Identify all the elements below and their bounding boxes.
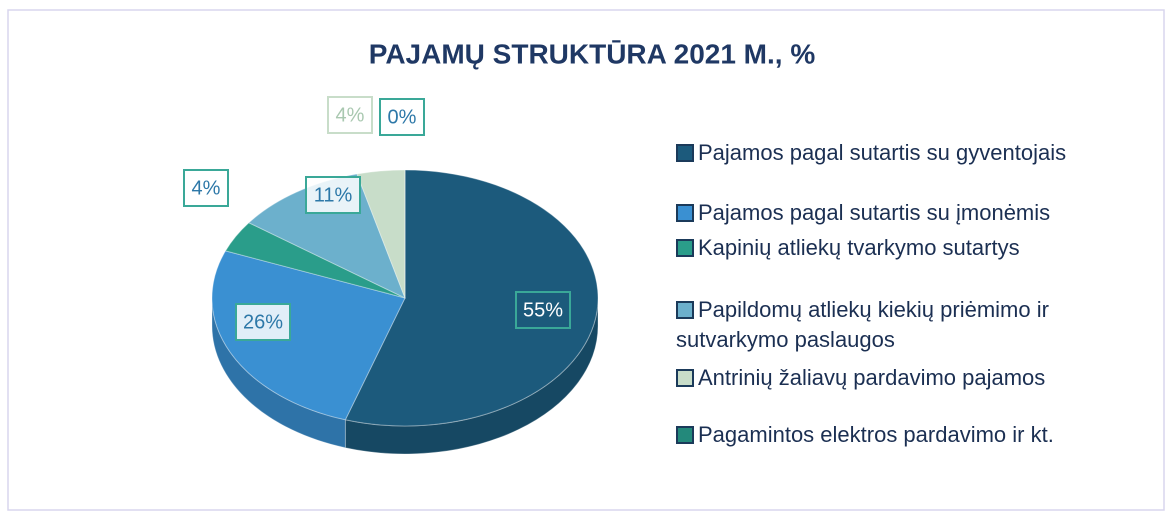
label-box	[305, 176, 361, 214]
label-box	[183, 169, 229, 207]
legend-label: Kapinių atliekų tvarkymo sutartys	[698, 235, 1020, 260]
slice	[247, 173, 406, 299]
label-box	[327, 96, 373, 134]
legend-label: Papildomų atliekų kiekių priėmimo ir sut…	[676, 297, 1049, 352]
legend-label: Pagamintos elektros pardavimo ir kt.	[698, 422, 1054, 447]
slice	[356, 169, 406, 299]
legend-swatch	[676, 426, 694, 444]
data-label: 11%	[314, 184, 353, 206]
legend-swatch	[676, 369, 694, 387]
data-label: 4%	[192, 177, 221, 199]
chart-title: PAJAMŲ STRUKTŪRA 2021 M., %	[369, 38, 816, 69]
legend-item: Pagamintos elektros pardavimo ir kt.	[676, 420, 1146, 450]
data-label: 4%	[336, 104, 365, 126]
legend-item: Pajamos pagal sutartis su įmonėmis	[676, 198, 1146, 228]
legend-swatch	[676, 239, 694, 257]
data-label: 0%	[388, 106, 417, 128]
label-box	[235, 303, 291, 341]
legend-label: Pajamos pagal sutartis su įmonėmis	[698, 200, 1051, 225]
legend-item: Papildomų atliekų kiekių priėmimo ir sut…	[676, 295, 1146, 355]
legend-label: Pajamos pagal sutartis su gyventojais	[698, 140, 1067, 165]
data-label: 55%	[523, 299, 563, 321]
slice	[224, 222, 406, 299]
legend-swatch	[676, 144, 694, 162]
legend-item: Pajamos pagal sutartis su gyventojais	[676, 138, 1146, 168]
slice	[344, 169, 599, 427]
legend-swatch	[676, 204, 694, 222]
legend-item: Kapinių atliekų tvarkymo sutartys	[676, 233, 1146, 263]
label-box	[379, 98, 425, 136]
legend-item: Antrinių žaliavų pardavimo pajamos	[676, 363, 1146, 393]
slice	[211, 250, 406, 421]
data-label: 26%	[243, 311, 283, 333]
label-box	[515, 291, 571, 329]
legend-swatch	[676, 301, 694, 319]
legend-label: Antrinių žaliavų pardavimo pajamos	[698, 365, 1046, 390]
